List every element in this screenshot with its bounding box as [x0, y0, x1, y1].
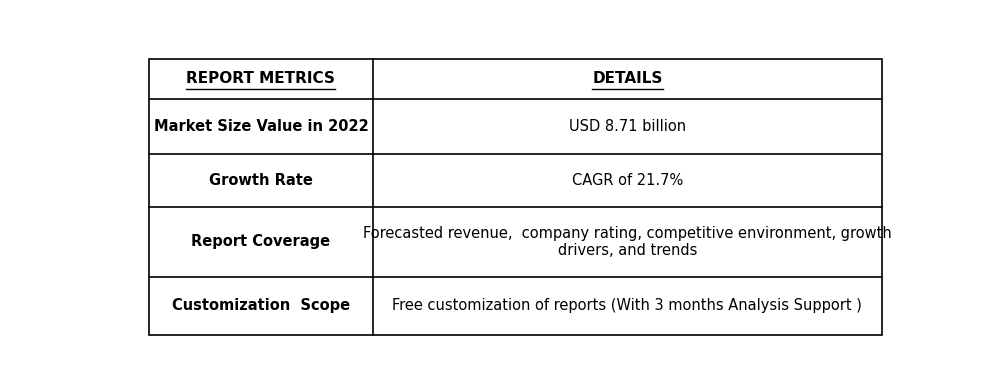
Text: DETAILS: DETAILS [593, 71, 663, 87]
Text: Forecasted revenue,  company rating, competitive environment, growth
drivers, an: Forecasted revenue, company rating, comp… [363, 225, 891, 258]
Text: Growth Rate: Growth Rate [209, 173, 313, 188]
Text: REPORT METRICS: REPORT METRICS [186, 71, 335, 87]
Text: USD 8.71 billion: USD 8.71 billion [568, 119, 686, 134]
Text: CAGR of 21.7%: CAGR of 21.7% [571, 173, 683, 188]
Text: Customization  Scope: Customization Scope [172, 298, 350, 314]
Text: Report Coverage: Report Coverage [191, 234, 330, 249]
Text: Free customization of reports (With 3 months Analysis Support ): Free customization of reports (With 3 mo… [392, 298, 862, 314]
Text: Market Size Value in 2022: Market Size Value in 2022 [154, 119, 368, 134]
